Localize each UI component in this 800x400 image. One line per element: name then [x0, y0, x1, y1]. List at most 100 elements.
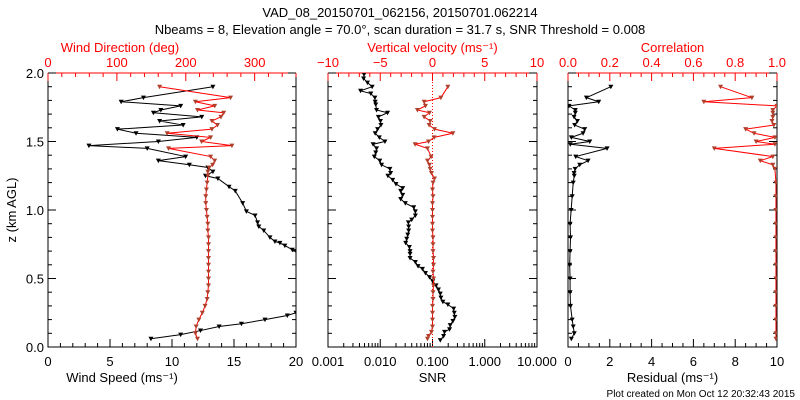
data-point-wind-speed — [301, 256, 306, 261]
data-point-wind-speed — [312, 277, 317, 282]
data-point-wind-direction — [205, 290, 211, 295]
data-point-snr — [451, 306, 457, 312]
data-point-correlation — [773, 303, 777, 309]
series-group — [568, 84, 777, 342]
data-point-residual — [572, 107, 578, 113]
x-tick-label: 6 — [690, 354, 697, 369]
data-point-residual — [582, 127, 588, 132]
x-axis-title: SNR — [419, 370, 446, 385]
data-point-residual — [569, 317, 575, 323]
top-x-tick-label: 0.4 — [643, 55, 661, 70]
data-point-snr — [409, 217, 415, 223]
data-point-correlation — [770, 110, 776, 116]
data-point-wind-speed — [155, 158, 161, 164]
data-point-wind-speed — [238, 321, 244, 327]
data-point-vertical-velocity — [430, 187, 435, 192]
data-point-snr — [378, 123, 384, 128]
data-point-snr — [422, 271, 428, 276]
x-axis-title: Wind Speed (ms⁻¹) — [66, 370, 178, 385]
data-point-snr — [376, 135, 382, 140]
top-x-tick-label: 100 — [106, 55, 128, 70]
data-point-snr — [450, 318, 456, 324]
data-point-wind-direction — [199, 139, 205, 144]
top-axis-title: Correlation — [641, 40, 705, 55]
data-point-wind-speed — [183, 154, 189, 160]
data-point-correlation — [773, 221, 777, 227]
data-point-vertical-velocity — [426, 162, 432, 168]
data-point-vertical-velocity — [424, 146, 430, 151]
data-point-snr — [442, 329, 448, 335]
data-point-vertical-velocity — [426, 110, 432, 116]
data-point-snr — [426, 275, 432, 280]
data-point-wind-direction — [205, 169, 211, 175]
data-point-snr — [411, 205, 417, 210]
data-point-snr — [377, 158, 383, 164]
y-tick-label: 0.0 — [26, 340, 44, 355]
data-point-wind-speed — [252, 213, 258, 218]
top-x-tick-label: −5 — [373, 55, 388, 70]
data-point-wind-direction — [206, 276, 212, 281]
data-point-snr — [435, 287, 441, 292]
data-point-correlation — [773, 262, 777, 268]
top-axis-title: Wind Direction (deg) — [61, 40, 180, 55]
x-tick-label: 10.000 — [517, 354, 557, 369]
data-point-wind-direction — [208, 154, 214, 160]
data-point-vertical-velocity — [427, 118, 433, 124]
data-point-wind-speed — [243, 209, 249, 214]
data-point-correlation — [773, 249, 777, 254]
data-point-wind-speed — [150, 110, 156, 116]
data-point-correlation — [701, 99, 707, 105]
data-point-wind-speed — [144, 146, 150, 151]
data-point-snr — [415, 264, 421, 269]
data-point-snr — [400, 192, 406, 198]
data-point-wind-direction — [199, 310, 205, 316]
data-point-snr — [406, 224, 412, 229]
data-point-wind-speed — [186, 162, 192, 168]
data-point-residual — [571, 173, 577, 179]
data-point-snr — [375, 127, 381, 132]
data-point-wind-direction — [206, 249, 212, 254]
data-point-snr — [451, 310, 457, 316]
data-point-residual — [571, 171, 577, 176]
data-point-residual — [568, 235, 574, 240]
data-point-wind-direction — [210, 162, 216, 168]
data-point-snr — [361, 76, 367, 81]
x-tick-label: 0 — [564, 354, 571, 369]
figure-subtitle: Nbeams = 8, Elevation angle = 70.0°, sca… — [155, 22, 646, 37]
data-point-vertical-velocity — [428, 329, 434, 335]
data-point-snr — [390, 177, 396, 183]
top-x-tick-label: 0.2 — [601, 55, 619, 70]
data-point-snr — [373, 102, 379, 108]
data-point-correlation — [773, 290, 777, 295]
data-point-wind-speed — [289, 247, 295, 253]
data-point-snr — [388, 171, 394, 176]
data-point-snr — [374, 107, 380, 113]
data-point-wind-speed — [158, 107, 164, 113]
data-point-correlation — [751, 131, 757, 136]
data-point-correlation — [774, 103, 777, 109]
figure-title: VAD_08_20150701_062156, 20150701.062214 — [262, 5, 537, 20]
data-point-snr — [382, 139, 388, 144]
data-point-wind-speed — [255, 220, 261, 225]
data-point-correlation — [753, 139, 759, 144]
data-point-residual — [573, 154, 579, 160]
data-point-residual — [571, 331, 577, 336]
data-point-snr — [447, 327, 453, 332]
data-point-residual — [583, 95, 589, 101]
data-point-wind-direction — [203, 187, 209, 192]
top-axis-title: Vertical velocity (ms⁻¹) — [367, 40, 497, 55]
data-point-correlation — [770, 114, 776, 120]
data-point-wind-direction — [206, 255, 212, 261]
data-point-snr — [374, 146, 380, 151]
data-point-snr — [407, 251, 413, 257]
data-point-vertical-velocity — [431, 255, 437, 261]
top-x-tick-label: 0.8 — [726, 55, 744, 70]
data-point-residual — [568, 135, 574, 140]
data-point-snr — [405, 232, 411, 238]
data-point-vertical-velocity — [421, 114, 427, 120]
data-point-residual — [568, 103, 572, 109]
data-point-vertical-velocity — [426, 334, 432, 339]
data-point-wind-speed — [157, 118, 163, 124]
top-x-tick-label: 10 — [530, 55, 544, 70]
data-point-correlation — [773, 194, 777, 199]
